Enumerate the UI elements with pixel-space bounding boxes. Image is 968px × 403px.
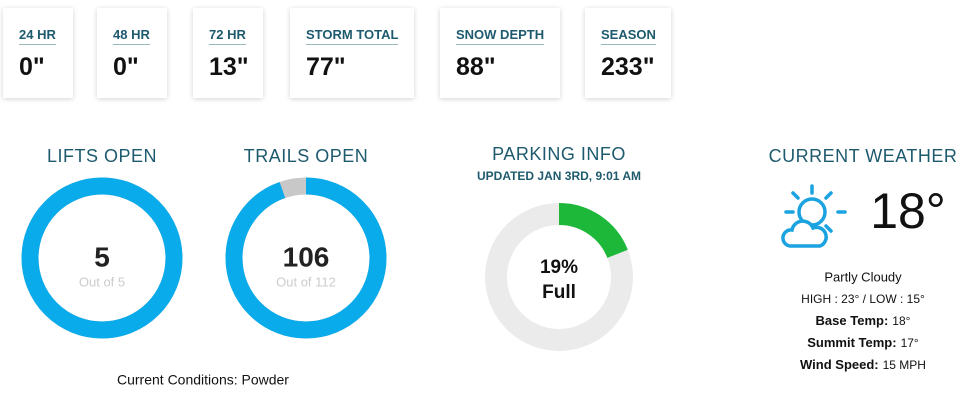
snow-stat: 48 HR 0": [97, 8, 167, 98]
high-low: HIGH : 23° / LOW : 15°: [801, 292, 925, 306]
stat-label: STORM TOTAL: [306, 27, 399, 45]
detail-value: 17°: [901, 336, 919, 350]
snow-stat: STORM TOTAL 77": [290, 8, 414, 98]
snow-stat: SNOW DEPTH 88": [440, 8, 560, 98]
detail-label: Base Temp:: [816, 313, 889, 328]
weather-detail: Wind Speed: 15 MPH: [800, 357, 926, 372]
parking-title: PARKING INFO: [492, 144, 626, 164]
stat-value: 0": [113, 53, 139, 81]
total-label: Out of 5: [79, 274, 125, 289]
stat-value: 233": [601, 53, 655, 81]
donut-arc: [485, 203, 633, 351]
stat-value: 88": [456, 53, 496, 81]
weather-detail: Summit Temp: 17°: [807, 335, 919, 350]
parking-percent: 19%: [540, 257, 578, 278]
stat-label: 48 HR: [113, 27, 150, 45]
stat-label: SNOW DEPTH: [456, 27, 545, 45]
detail-value: 18°: [892, 314, 910, 328]
snow-stat: 72 HR 13": [193, 8, 263, 98]
weather-detail: Base Temp: 18°: [816, 313, 911, 328]
conditions: Current Conditions: Powder: [117, 372, 289, 388]
parking-updated: UPDATED JAN 3RD, 9:01 AM: [477, 169, 641, 183]
detail-label: Summit Temp:: [807, 335, 896, 350]
donut-arc: [225, 177, 387, 339]
open-count: 5: [94, 241, 110, 272]
temperature: 18°: [870, 183, 946, 239]
weather-icon: [781, 184, 847, 248]
open-count: 106: [283, 241, 330, 272]
trails-title: TRAILS OPEN: [244, 146, 369, 166]
stat-value: 77": [306, 53, 346, 81]
stat-label: SEASON: [601, 27, 656, 45]
snow-stat: 24 HR 0": [3, 8, 73, 98]
snow-stat: SEASON 233": [585, 8, 671, 98]
detail-value: 15 MPH: [883, 358, 926, 372]
parking-status: Full: [542, 282, 576, 303]
lifts-title: LIFTS OPEN: [47, 146, 157, 166]
weather-description: Partly Cloudy: [824, 269, 902, 284]
stat-label: 72 HR: [209, 27, 246, 45]
total-label: Out of 112: [276, 274, 336, 289]
detail-label: Wind Speed:: [800, 357, 879, 372]
donut-arc: [21, 177, 183, 339]
weather-title: CURRENT WEATHER: [769, 146, 958, 166]
stat-value: 13": [209, 53, 249, 81]
stat-label: 24 HR: [19, 27, 56, 45]
stat-value: 0": [19, 53, 45, 81]
